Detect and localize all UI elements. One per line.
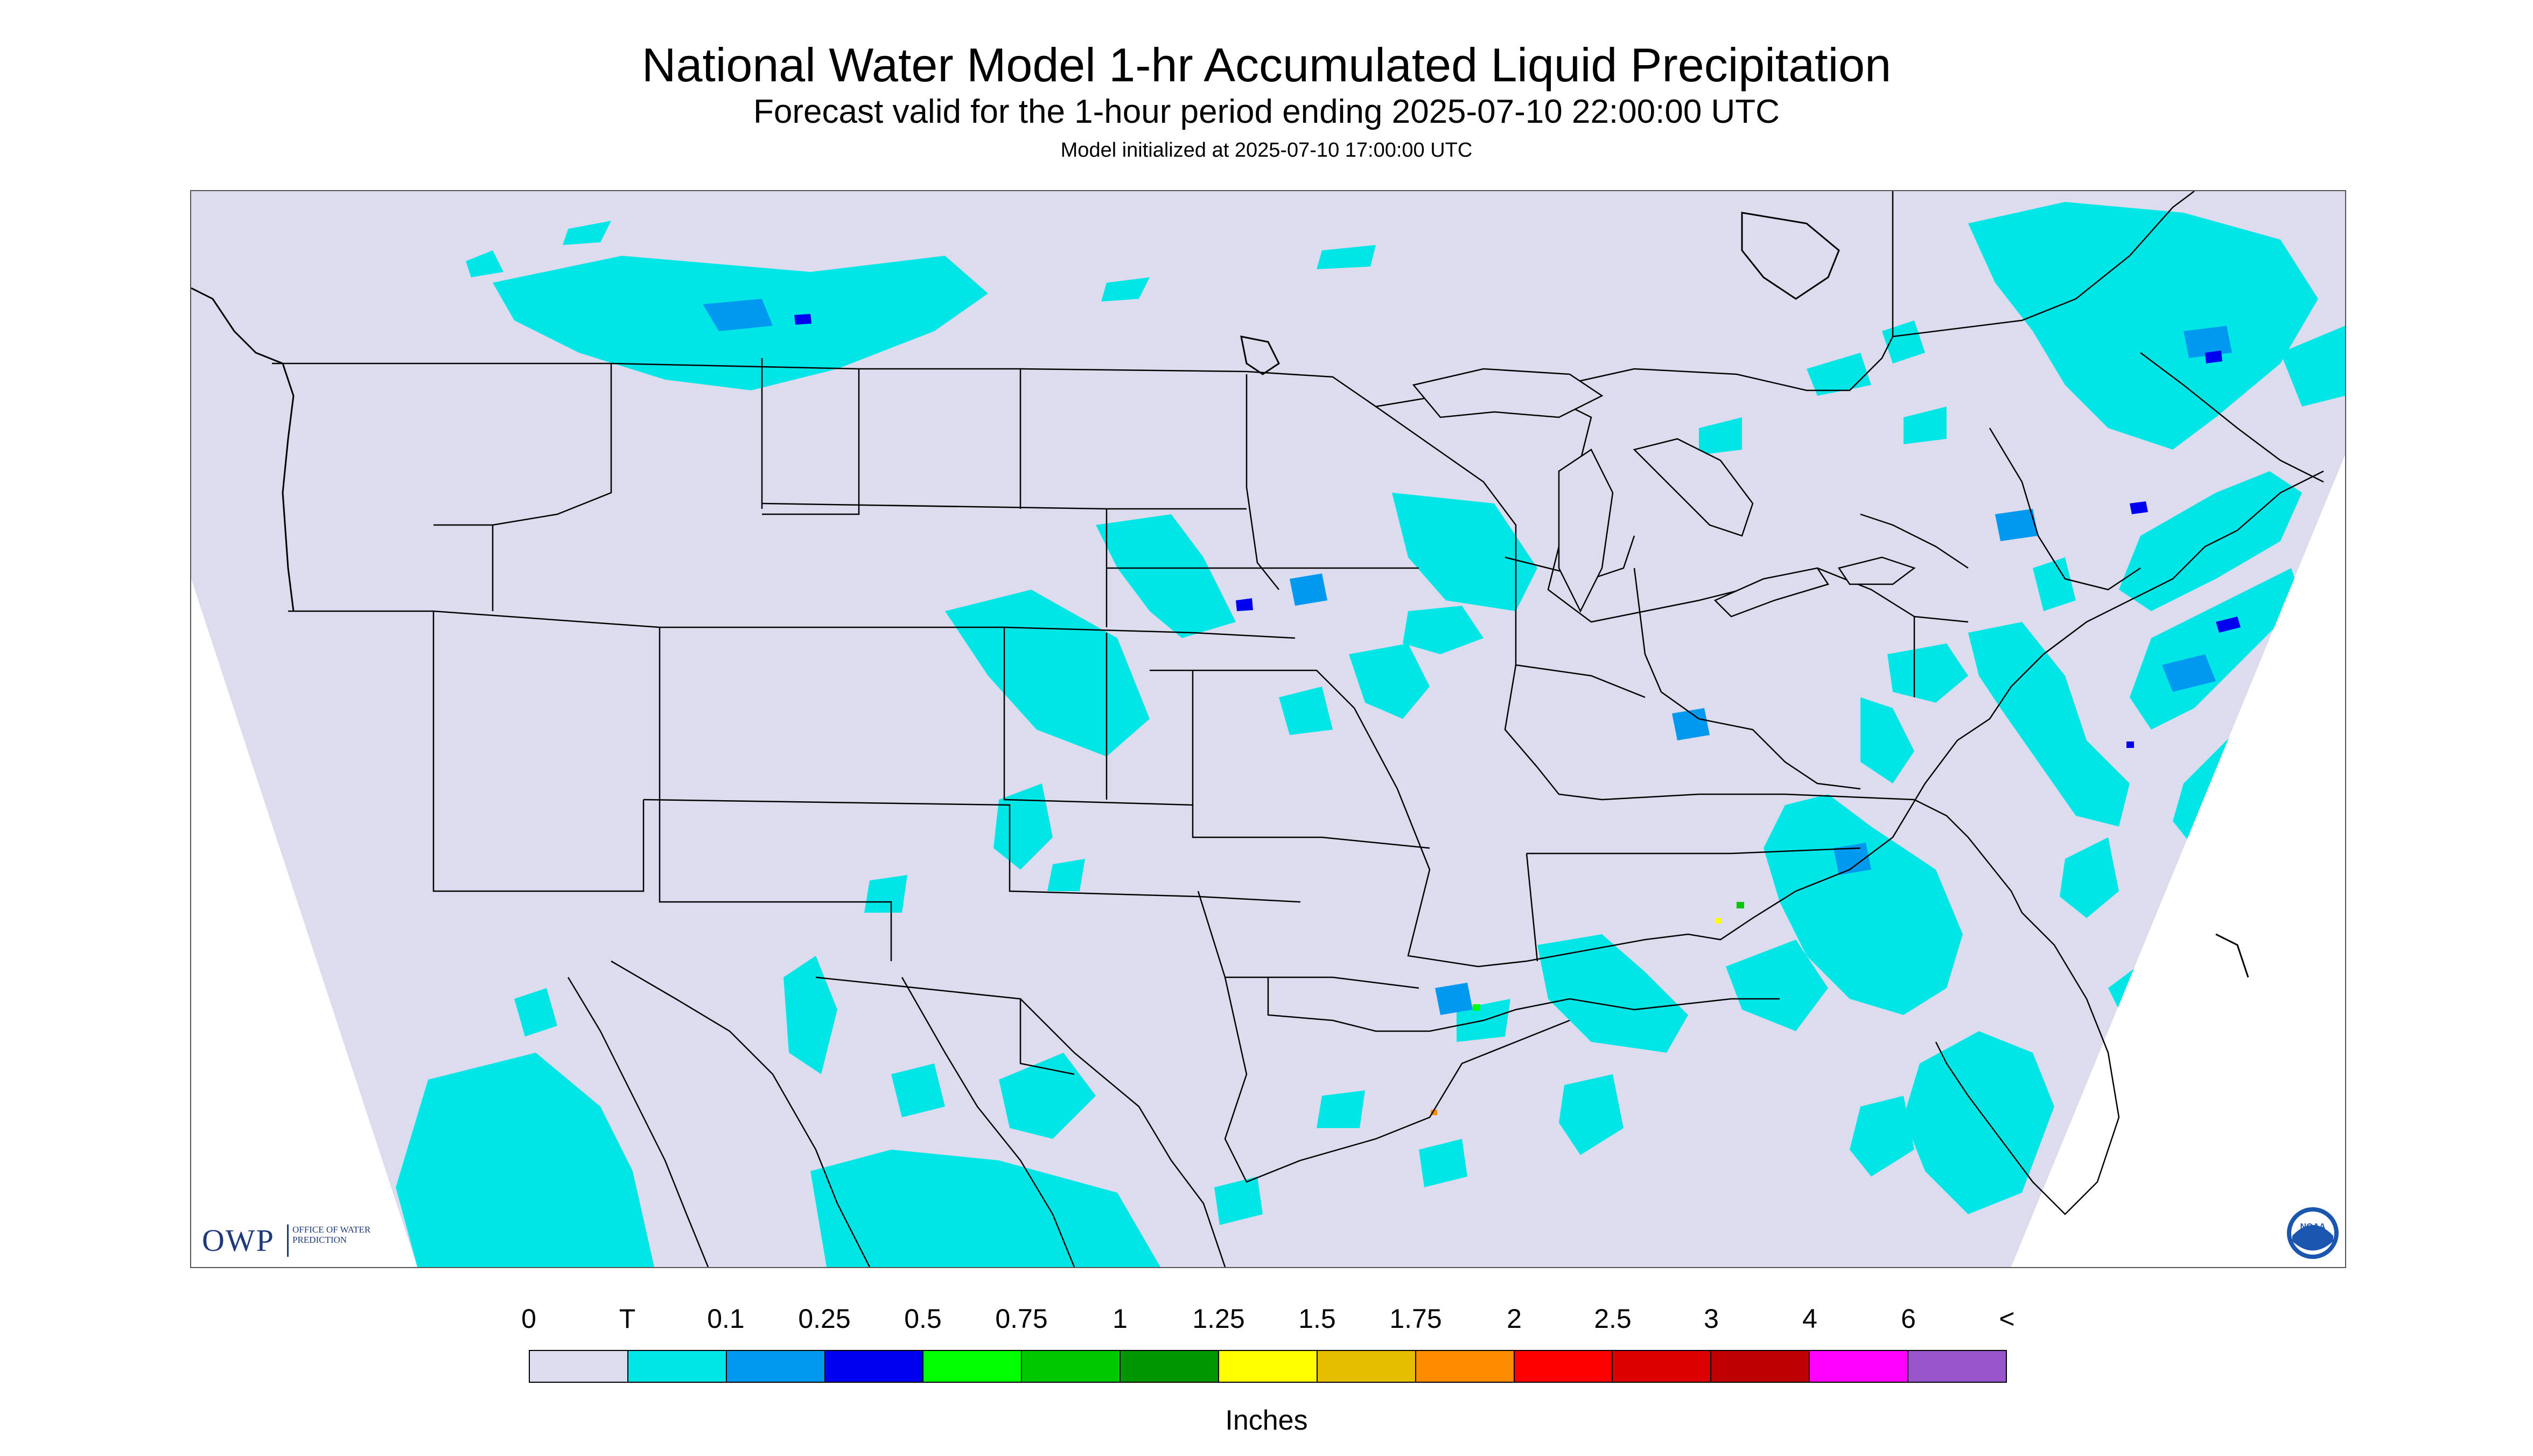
- legend-swatch: [726, 1351, 825, 1382]
- legend-swatch: [530, 1351, 628, 1382]
- legend-units-label: Inches: [1225, 1405, 1308, 1436]
- legend-tick-label: 1.25: [1192, 1304, 1245, 1334]
- legend-swatch: [1711, 1351, 1810, 1382]
- noaa-logo: NOAA: [2287, 1207, 2339, 1259]
- owp-logo: OWP OFFICE OF WATER PREDICTION: [202, 1222, 374, 1260]
- legend-swatch: [1121, 1351, 1220, 1382]
- forecast-valid-subtitle: Forecast valid for the 1-hour period end…: [753, 93, 1780, 130]
- chart-title: National Water Model 1-hr Accumulated Li…: [641, 38, 1892, 92]
- legend-swatch: [1613, 1351, 1712, 1382]
- legend-tick-label: 0.5: [904, 1304, 942, 1334]
- legend-tick-label: 1.5: [1298, 1304, 1336, 1334]
- precip-0.25-areas: [794, 314, 2241, 633]
- legend-swatch: [1219, 1351, 1318, 1382]
- owp-logo-text: OWP: [202, 1223, 275, 1258]
- model-init-line: Model initialized at 2025-07-10 17:00:00…: [1060, 139, 1473, 162]
- map-canvas: NOAA: [191, 191, 2345, 1267]
- legend-swatch: [1908, 1351, 2006, 1382]
- legend-swatch: [628, 1351, 727, 1382]
- owp-logo-subtext: OFFICE OF WATER PREDICTION: [292, 1224, 371, 1245]
- legend-tick-label: 0.1: [707, 1304, 745, 1334]
- outside-domain-west: [191, 579, 417, 1267]
- legend-tick-label: 2.5: [1594, 1304, 1632, 1334]
- legend-swatch: [1810, 1351, 1909, 1382]
- legend-swatch: [825, 1351, 924, 1382]
- legend-swatch: [923, 1351, 1023, 1382]
- precip-0.1-areas: [703, 299, 2232, 1015]
- legend-tick-label: 1.75: [1389, 1304, 1442, 1334]
- legend-tick-label: 3: [1704, 1304, 1719, 1334]
- legend-tick-label: 0.25: [798, 1304, 851, 1334]
- legend-tick-label: 2: [1507, 1304, 1522, 1334]
- great-lakes-outlines: [1412, 368, 1916, 618]
- legend-colorbar: [529, 1350, 2007, 1383]
- legend-tick-label: 0.75: [995, 1304, 1048, 1334]
- legend-tick-label: <: [1999, 1304, 2015, 1334]
- outside-domain-east: [2011, 455, 2345, 1267]
- legend-tick-label: 1: [1112, 1304, 1128, 1334]
- legend-tick-label: 0: [521, 1304, 536, 1334]
- precipitation-map: NOAA OWP OFFICE OF WATER PREDICTION: [190, 190, 2346, 1268]
- precip-trace-areas: [191, 202, 2345, 1267]
- legend-labels: 0 T 0.1 0.25 0.5 0.75 1 1.25 1.5 1.75 2 2.5 3 4 6 <: [0, 1303, 2533, 1335]
- legend-swatch: [1022, 1351, 1121, 1382]
- noaa-logo-text: NOAA: [2300, 1222, 2326, 1231]
- legend-tick-label: 6: [1901, 1304, 1916, 1334]
- legend-swatch: [1317, 1351, 1416, 1382]
- coastline-details: [191, 212, 2249, 978]
- legend-swatch: [1416, 1351, 1515, 1382]
- legend-swatch: [1514, 1351, 1613, 1382]
- precip-heavy-spots: [1431, 741, 2134, 1115]
- owp-logo-divider: [287, 1224, 289, 1257]
- legend-tick-label: T: [619, 1304, 636, 1334]
- legend-tick-label: 4: [1802, 1304, 1817, 1334]
